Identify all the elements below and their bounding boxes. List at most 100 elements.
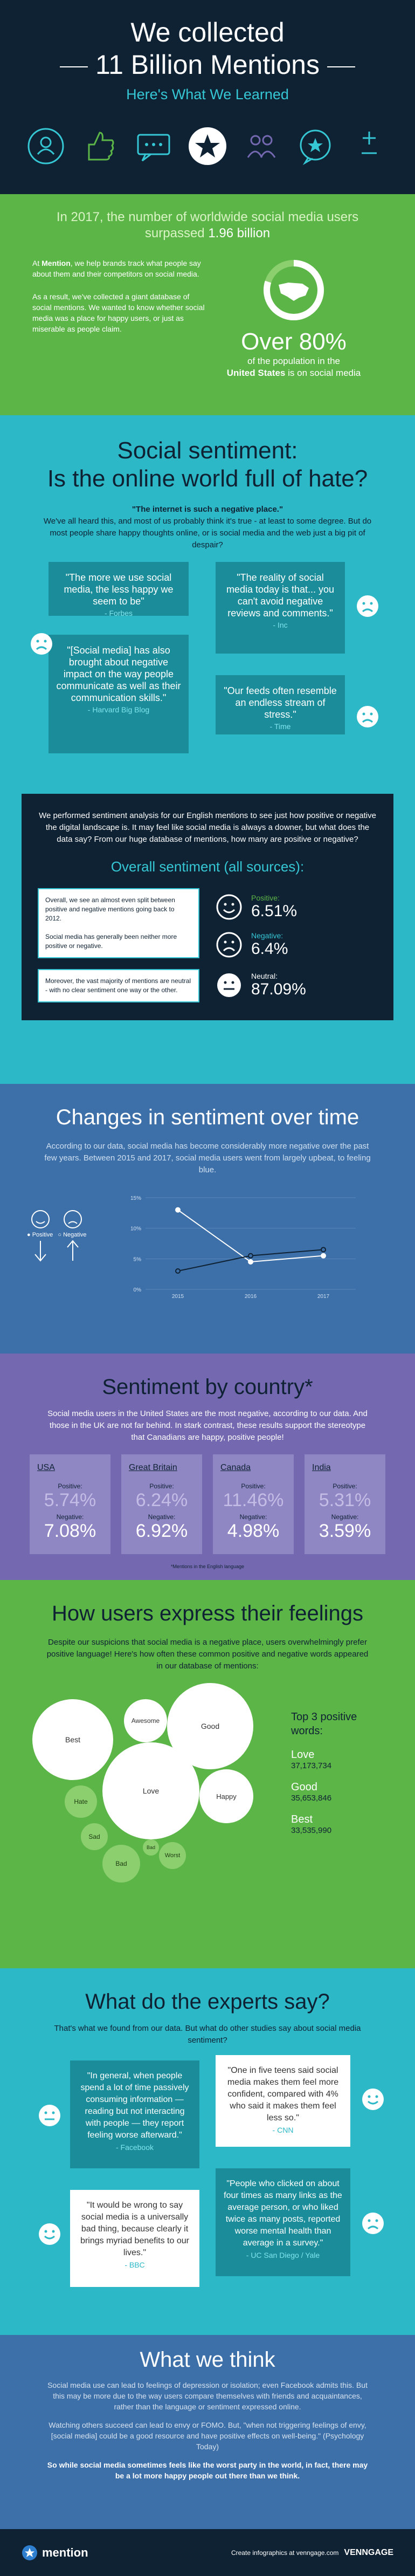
neutral-note: Moreover, the vast majority of mentions … xyxy=(38,969,199,1002)
footnote: *Mentions in the English language xyxy=(170,1564,245,1569)
mention-logo[interactable]: mention xyxy=(22,2545,88,2561)
stat-label: of the population in the United States is… xyxy=(226,356,361,378)
thumbs-up-icon xyxy=(78,125,121,168)
chart-legend: ● Positive ○ Negative xyxy=(27,1208,102,1267)
y-tick-label: 10% xyxy=(130,1226,141,1232)
quote-grid: "The more we use social media, the less … xyxy=(22,562,393,778)
y-tick-label: 5% xyxy=(134,1256,142,1262)
bubble: Bad xyxy=(143,1839,159,1856)
sentiment-line-chart: 15% 10% 5% 0% 2015 2016 2017 xyxy=(130,1196,356,1300)
sad-face-icon xyxy=(216,932,242,958)
section-title: Changes in sentiment over time xyxy=(56,1105,359,1129)
data-point-negative xyxy=(175,1268,181,1274)
neutral-face-icon xyxy=(39,2105,60,2126)
section-title: What we think xyxy=(140,2348,275,2372)
venngage-credit[interactable]: Create infographics at venngage.com xyxy=(231,2548,339,2557)
sentiment-intro: "The internet is such a negative place."… xyxy=(43,505,372,549)
split-note: Overall, we see an almost even split bet… xyxy=(38,888,199,958)
user-icon xyxy=(24,125,67,168)
quote-box: "One in five teens said social media mak… xyxy=(216,2055,350,2147)
sad-face-icon xyxy=(357,595,378,617)
sentiment-section: Social sentiment: Is the online world ful… xyxy=(0,415,415,1084)
quote-box: "It would be wrong to say social media i… xyxy=(70,2190,199,2287)
country-card: India Positive: 5.31% Negative: 3.59% xyxy=(305,1454,385,1554)
happy-face-icon xyxy=(216,894,242,920)
data-point-negative xyxy=(321,1247,326,1253)
quote-box: "[Social media] has also brought about n… xyxy=(49,635,189,753)
subtitle: Here's What We Learned xyxy=(126,86,289,102)
section-title: How users express their feelings xyxy=(51,1602,364,1625)
venngage-logo[interactable]: VENNGAGE xyxy=(344,2547,393,2557)
experts-section: What do the experts say? That's what we … xyxy=(0,1968,415,2335)
quote-box: "People who clicked on about four times … xyxy=(216,2168,350,2276)
us-map-donut-icon xyxy=(264,260,324,320)
changes-text: According to our data, social media has … xyxy=(44,1142,371,1174)
feelings-text: Despite our suspicions that social media… xyxy=(46,1638,369,1671)
think-p2: Watching others succeed can lead to envy… xyxy=(49,2421,366,2451)
chat-bubble-icon xyxy=(132,125,175,168)
think-p3: So while social media sometimes feels li… xyxy=(47,2461,368,2480)
section-title: Sentiment by country* xyxy=(102,1375,313,1399)
bubble: Awesome xyxy=(124,1699,167,1742)
neutral-stat: Neutral: 87.09% xyxy=(216,964,377,1007)
intro-section: In 2017, the number of worldwide social … xyxy=(0,194,415,415)
bubble: Happy xyxy=(199,1769,253,1823)
intro-paragraph-1: At Mention, we help brands track what pe… xyxy=(32,259,201,278)
mention-star-icon xyxy=(22,2545,37,2560)
sad-face-icon xyxy=(31,633,52,655)
intro-lead: In 2017, the number of worldwide social … xyxy=(56,210,359,241)
country-card: Great Britain Positive: 6.24% Negative: 6.92… xyxy=(121,1454,202,1554)
x-tick-label: 2017 xyxy=(317,1294,330,1300)
happy-face-icon xyxy=(39,2223,60,2245)
bubble: Sad xyxy=(81,1823,108,1850)
y-tick-label: 0% xyxy=(134,1287,142,1293)
intro-paragraph-2: As a result, we've collected a giant dat… xyxy=(32,292,205,333)
top-words: Top 3 positive words: Love 37,173,734 Goo… xyxy=(291,1711,357,1835)
x-tick-label: 2015 xyxy=(172,1294,184,1300)
title-text: 11 Billion Mentions xyxy=(95,50,320,80)
x-tick-label: 2016 xyxy=(245,1294,257,1300)
bubble: Love xyxy=(102,1742,199,1839)
trend-arrows xyxy=(34,1240,79,1262)
country-text: Social media users in the United States … xyxy=(47,1409,368,1442)
changes-section: Changes in sentiment over time According… xyxy=(0,1084,415,1354)
y-tick-label: 15% xyxy=(130,1196,141,1201)
stat-value: Over 80% xyxy=(241,328,347,355)
happy-face-icon xyxy=(362,2089,384,2110)
negative-stat: Negative: 6.4% xyxy=(216,926,377,964)
country-card: USA Positive: 5.74% Negative: 7.08% xyxy=(30,1454,110,1554)
data-point-positive xyxy=(321,1253,326,1259)
divider xyxy=(327,66,355,67)
icon-row xyxy=(0,125,415,168)
data-point-positive xyxy=(175,1207,181,1213)
bubble-chart: Best Awesome Good Love Happy Hate Sad Ba… xyxy=(22,1683,393,1953)
quote-box: "In general, when people spend a lot of … xyxy=(70,2060,199,2168)
people-icon xyxy=(240,125,283,168)
quote-box: "The more we use social media, the less … xyxy=(49,562,189,617)
section-title: What do the experts say? xyxy=(85,1990,330,2014)
data-point-positive xyxy=(248,1259,253,1265)
quote-box: "Our feeds often resemble an endless str… xyxy=(216,675,345,734)
feelings-section: How users express their feelings Despite… xyxy=(0,1580,415,1968)
header: We collected 11 Billion Mentions Here's … xyxy=(0,0,415,194)
title-line2: 11 Billion Mentions xyxy=(0,49,415,81)
bubble: Worst xyxy=(159,1842,186,1869)
sad-face-icon xyxy=(357,706,378,727)
footer: mention Create infographics at venngage.… xyxy=(0,2529,415,2576)
data-point-negative xyxy=(248,1253,253,1259)
country-section: Sentiment by country* Social media users… xyxy=(0,1354,415,1580)
country-grid: USA Positive: 5.74% Negative: 7.08% Great Br… xyxy=(22,1454,393,1554)
bubble: Bad xyxy=(102,1845,140,1883)
think-p1: Social media use can lead to feelings of… xyxy=(47,2381,368,2411)
title-line1: We collected xyxy=(130,17,285,47)
overall-title: Overall sentiment (all sources): xyxy=(110,858,305,875)
experts-text: That's what we found from our data. But … xyxy=(54,2024,361,2045)
sad-face-icon xyxy=(362,2213,384,2234)
quote-box: "The reality of social media today is th… xyxy=(216,562,345,654)
section-title: Social sentiment: Is the online world ful… xyxy=(47,437,368,492)
analysis-text: We performed sentiment analysis for our … xyxy=(39,811,376,844)
analysis-box: We performed sentiment analysis for our … xyxy=(22,794,393,1020)
think-section: What we think Social media use can lead … xyxy=(0,2335,415,2529)
bubble: Best xyxy=(32,1699,113,1780)
plus-minus-icon xyxy=(348,125,391,168)
